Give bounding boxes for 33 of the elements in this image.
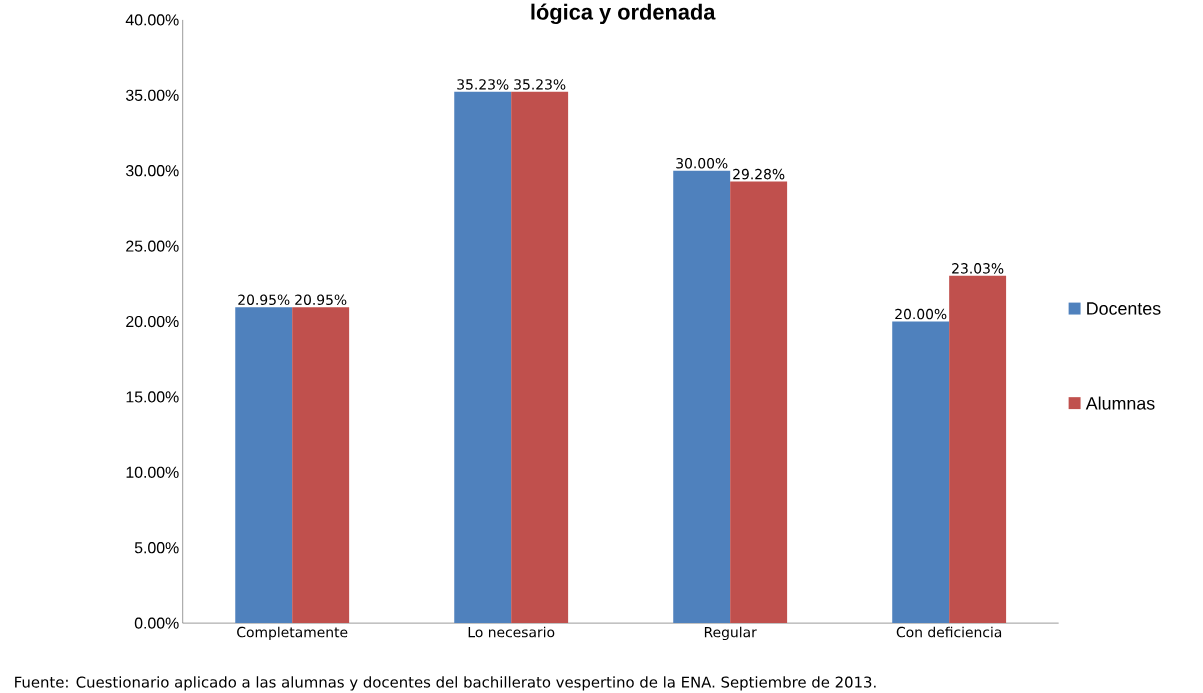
bar xyxy=(511,91,569,624)
data-label: 29.28% xyxy=(733,168,785,180)
x-tick-label: Completamente xyxy=(237,626,348,641)
y-tick-label: 35.00% xyxy=(125,89,179,102)
bar xyxy=(673,170,731,624)
x-tick-label: Regular xyxy=(704,626,757,641)
bar xyxy=(730,181,788,624)
x-tick-label: Lo necesario xyxy=(468,626,555,638)
bar xyxy=(292,307,350,624)
bar xyxy=(949,275,1007,624)
source-note: Fuente: Cuestionario aplicado a las alumnas y docentes del bachillerato vespertino de la ENA. Septiembre de 2013. xyxy=(15,676,876,691)
data-label: 20.95% xyxy=(238,294,290,306)
y-tick-label: 15.00% xyxy=(126,391,179,403)
y-tick-label: 40.00% xyxy=(125,14,179,26)
bar xyxy=(892,321,950,624)
data-label: 30.00% xyxy=(676,158,728,169)
y-tick-label: 10.00% xyxy=(126,466,179,479)
x-tick-label: Con deficiencia xyxy=(896,626,1002,638)
data-label: 35.23% xyxy=(457,79,509,90)
y-tick-label: 5.00% xyxy=(134,542,179,554)
legend-label: Docentes xyxy=(1087,302,1161,315)
bar xyxy=(235,307,293,624)
legend-label: Alumnas xyxy=(1085,396,1155,410)
y-tick-label: 0.00% xyxy=(134,617,179,629)
bar xyxy=(454,91,512,624)
data-label: 20.95% xyxy=(295,294,347,306)
y-tick-label: 30.00% xyxy=(125,165,179,177)
y-tick-label: 25.00% xyxy=(126,240,179,252)
data-label: 23.03% xyxy=(952,263,1004,274)
data-label: 20.00% xyxy=(895,308,947,320)
y-tick-label: 20.00% xyxy=(126,315,179,328)
chart-title: lógica y ordenada xyxy=(531,3,716,25)
data-label: 35.23% xyxy=(514,79,566,90)
